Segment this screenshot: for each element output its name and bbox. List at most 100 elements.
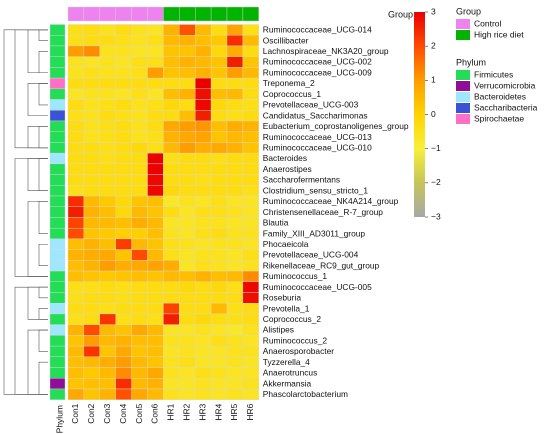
heatmap-cell (194, 195, 212, 207)
heatmap-cell (226, 206, 244, 218)
heatmap-cell (194, 77, 212, 90)
heatmap-cell (194, 67, 212, 79)
heatmap-cell (83, 142, 101, 154)
heatmap-cell (210, 335, 228, 347)
heatmap-cell (99, 142, 116, 154)
heatmap-cell (99, 217, 116, 229)
heatmap-cell (83, 292, 101, 304)
heatmap-cell (226, 249, 244, 261)
heatmap-cell (99, 367, 116, 379)
heatmap-cell (163, 45, 180, 57)
taxon-label: Roseburia (263, 293, 302, 303)
heatmap-cell (147, 195, 164, 207)
heatmap-cell (194, 206, 212, 218)
heatmap-cell (194, 35, 212, 47)
heatmap-cell (179, 35, 196, 47)
group-annotation-cell (226, 6, 244, 22)
color-scale-tick-label: 3 (431, 6, 436, 16)
heatmap-cell (226, 227, 244, 240)
heatmap-cell (99, 99, 116, 111)
heatmap-cell (131, 131, 148, 143)
heatmap-cell (226, 313, 244, 325)
heatmap-cell (83, 174, 101, 186)
heatmap-cell (67, 345, 85, 358)
heatmap-cell (115, 238, 132, 250)
heatmap-cell (147, 217, 164, 229)
heatmap-cell (179, 163, 196, 175)
heatmap-cell (194, 110, 212, 122)
phylum-annotation-cell (49, 281, 66, 293)
heatmap-cell (147, 335, 164, 347)
heatmap-cell (83, 24, 101, 36)
heatmap-cell (131, 35, 148, 47)
heatmap-cell (67, 292, 85, 304)
legend-swatch (456, 19, 470, 29)
heatmap-cell (99, 227, 116, 240)
heatmap-cell (67, 260, 85, 272)
heatmap-cell (194, 227, 212, 240)
heatmap-cell (163, 356, 180, 368)
sample-label: HR2 (181, 403, 191, 420)
heatmap-cell (179, 270, 196, 282)
heatmap-cell (83, 185, 101, 197)
sample-label: HR4 (213, 403, 223, 420)
heatmap-cell (242, 335, 259, 347)
heatmap-cell (210, 67, 228, 79)
heatmap-cell (99, 67, 116, 79)
taxon-label: Coprococcus_1 (263, 89, 322, 99)
heatmap-cell (115, 120, 132, 132)
heatmap-cell (147, 324, 164, 336)
heatmap-cell (226, 345, 244, 358)
heatmap-cell (131, 388, 148, 400)
heatmap-cell (179, 110, 196, 122)
heatmap-cell (131, 120, 148, 132)
heatmap-cell (147, 120, 164, 132)
heatmap-cell (210, 292, 228, 304)
heatmap-cell (131, 345, 148, 358)
phylum-annotation-cell (49, 195, 66, 207)
heatmap-cell (194, 24, 212, 36)
heatmap-cell (242, 88, 259, 100)
heatmap-cell (83, 77, 101, 90)
phylum-annotation-cell (49, 77, 66, 90)
heatmap-cell (242, 195, 259, 207)
heatmap-cell (67, 335, 85, 347)
dendrogram-branch (27, 286, 48, 320)
heatmap-cell (163, 77, 180, 90)
heatmap-cell (179, 281, 196, 293)
heatmap-cell (226, 270, 244, 282)
heatmap-cell (147, 163, 164, 175)
heatmap-cell (67, 56, 85, 68)
heatmap-cell (179, 249, 196, 261)
taxon-label: Ruminococcaceae_UCG-005 (263, 282, 372, 292)
heatmap-cell (226, 367, 244, 379)
group-annotation-cell (210, 6, 228, 22)
heatmap-cell (131, 313, 148, 325)
heatmap-cell (131, 356, 148, 368)
taxon-label: Tyzzerella_4 (263, 357, 310, 367)
heatmap-cell (179, 67, 196, 79)
heatmap-cell (179, 356, 196, 368)
dendrogram-branch (38, 126, 48, 149)
heatmap-cell (210, 303, 228, 315)
heatmap-cell (147, 45, 164, 57)
phylum-annotation-cell (49, 163, 66, 175)
heatmap-cell (131, 77, 148, 90)
heatmap-cell (226, 99, 244, 111)
heatmap-cell (194, 142, 212, 154)
heatmap-cell (147, 303, 164, 315)
heatmap-cell (115, 324, 132, 336)
heatmap-cell (99, 303, 116, 315)
heatmap-cell (163, 270, 180, 282)
sample-label: HR1 (166, 403, 176, 420)
heatmap-cell (194, 303, 212, 315)
heatmap-cell (147, 378, 164, 390)
heatmap-cell (194, 120, 212, 132)
heatmap-cell (210, 163, 228, 175)
phylum-annotation-cell (49, 217, 66, 229)
heatmap-cell (163, 217, 180, 229)
heatmap-cell (115, 313, 132, 325)
heatmap-cell (226, 195, 244, 207)
heatmap-cell (99, 388, 116, 400)
heatmap-cell (67, 131, 85, 143)
